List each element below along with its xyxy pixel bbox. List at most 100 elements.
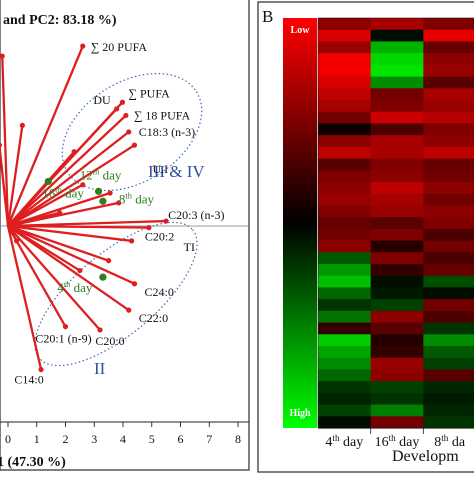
var-c14-0-vector-tip (38, 366, 44, 373)
heatmap-cell (318, 205, 372, 218)
group-ii-ellipse (34, 221, 198, 367)
panel-b-label: B (262, 7, 273, 26)
sample-points: 4th day 8th day 12th day 16th day (42, 166, 154, 295)
loading-2-vector-tip (0, 142, 2, 148)
heatmap-cell (318, 182, 372, 195)
var-18-pufa-label: ∑ 18 PUFA (134, 108, 191, 122)
heatmap-x-axis-label: Developm (392, 448, 459, 465)
heatmap-cell (423, 135, 474, 148)
heatmap-cell (370, 287, 424, 300)
var-c20-0-label: C20:0 (95, 334, 124, 348)
var-c24-0-vector-tip (131, 281, 138, 287)
heatmap-cell (318, 334, 372, 347)
heatmap-cell (423, 205, 474, 218)
heatmap-cell (318, 158, 372, 171)
var-c20-3-n-3-vector-tip (163, 218, 169, 224)
colorbar-high-label: High (289, 408, 311, 419)
heatmap-cell (318, 392, 372, 406)
var-c20-1-n-9-vector-tip (62, 324, 69, 330)
heatmap-cell (370, 64, 424, 78)
heatmap-cell (370, 310, 424, 324)
var-c20-1-n-9-vector (7, 225, 67, 328)
heatmap-cell (423, 392, 474, 406)
loading-9-vector (7, 224, 109, 262)
heatmap-cell (318, 41, 372, 54)
sample-4th-day-label: 4th day (57, 279, 93, 295)
heatmap-cell (370, 264, 424, 277)
heatmap-column-label: 4th day (325, 433, 363, 450)
loading-vectors: ∑ 20 PUFA DU ∑ PUFA ∑ 18 PUFA C18:3 (n-3) U.I… (0, 40, 224, 387)
heatmap-panel: B Low High 4th day 16th day 8th da Develop… (257, 1, 474, 473)
loading-11-vector-tip (77, 267, 83, 274)
heatmap-cell (423, 217, 474, 230)
sample-16th-day-point (44, 177, 52, 186)
var-c22-0-vector (7, 225, 130, 312)
heatmap-column-labels: 4th day 16th day 8th da (325, 433, 465, 450)
heatmap-cell (423, 252, 474, 265)
heatmap-cell (318, 53, 372, 66)
heatmap-cell (370, 404, 424, 417)
loading-2-vector (0, 145, 10, 227)
heatmap-cell (370, 217, 424, 230)
heatmap-cell (370, 228, 424, 242)
pca-x-axis-label: 1 (47.30 %) (0, 455, 66, 470)
heatmap-cell (423, 111, 474, 125)
heatmap-cell (318, 381, 372, 394)
heatmap-cell (370, 193, 424, 207)
var-c18-3-n-3-vector-tip (126, 129, 132, 135)
heatmap-cell (423, 369, 474, 382)
heatmap-column-label: 16th day (375, 433, 420, 450)
heatmap-cell (370, 346, 424, 359)
heatmap-cell (370, 205, 424, 218)
loading-8-vector (7, 211, 61, 228)
heatmap-cell (423, 334, 474, 347)
var-c22-0-label: C22:0 (139, 311, 168, 325)
heatmap-cell (318, 64, 372, 78)
var-c20-1-n-9-label: C20:1 (n-9) (35, 332, 91, 346)
pca-x-tick-label: 8 (235, 432, 241, 446)
heatmap-cell (423, 416, 474, 429)
var-u-i-label: U.I (153, 162, 169, 176)
heatmap-cell (370, 158, 424, 171)
heatmap-cell (370, 416, 424, 429)
heatmap-cell (318, 310, 372, 324)
pca-biplot-panel: and PC2: 83.18 %) III & IV II ∑ 20 PUFA D… (0, 0, 250, 471)
heatmap-cell (318, 240, 372, 253)
heatmap-cell (318, 170, 372, 183)
heatmap-cell (370, 240, 424, 253)
heatmap-cell (423, 88, 474, 101)
var-c20-2-label: C20:2 (145, 230, 174, 244)
pca-x-tick-label: 6 (178, 432, 184, 446)
sample-16th-day-label: 16th day (42, 184, 84, 200)
pca-x-tick-label: 5 (149, 432, 155, 446)
var-pufa-label: ∑ PUFA (128, 86, 170, 100)
heatmap-cell (423, 100, 474, 113)
heatmap-cell (318, 18, 372, 31)
var-pufa-vector (7, 101, 124, 227)
heatmap-cell (318, 252, 372, 265)
heatmap-cell (318, 346, 372, 359)
heatmap-cell (423, 76, 474, 89)
loading-5-vector-tip (107, 190, 113, 196)
var-20-pufa-vector-tip (80, 43, 86, 49)
pca-x-tick-label: 3 (91, 432, 97, 446)
heatmap-cell (370, 100, 424, 113)
heatmap-cell (318, 88, 372, 101)
var-20-pufa-label: ∑ 20 PUFA (91, 40, 148, 54)
heatmap-cell (318, 76, 372, 89)
heatmap-cell (423, 310, 474, 324)
heatmap-cell (423, 228, 474, 242)
loading-6-vector-tip (116, 200, 122, 206)
heatmap-cell (423, 158, 474, 171)
heatmap-cell (423, 123, 474, 136)
pca-x-tick-label: 0 (5, 432, 11, 446)
var-c18-3-n-3-label: C18:3 (n-3) (139, 125, 195, 139)
sample-8th-day-point (99, 197, 107, 205)
heatmap-cell (423, 381, 474, 394)
heatmap-cell (370, 299, 424, 312)
var-c24-0-label: C24:0 (145, 285, 174, 299)
heatmap-border (317, 17, 474, 429)
var-c14-0-vector (6, 225, 43, 370)
heatmap-cell (423, 322, 474, 335)
var-18-pufa-vector (7, 114, 127, 227)
